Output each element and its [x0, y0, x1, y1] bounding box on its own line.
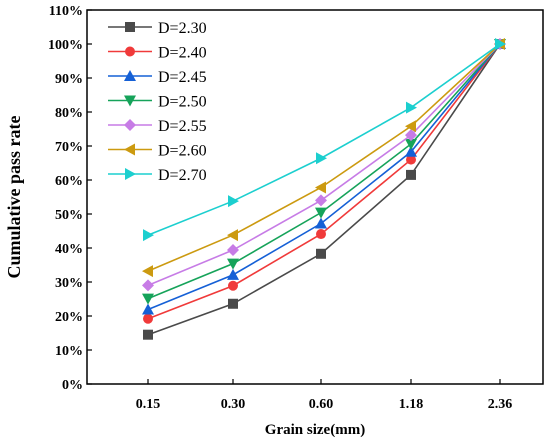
- y-tick-label: 50%: [55, 208, 83, 223]
- data-point: [406, 154, 416, 165]
- data-point: [143, 229, 154, 242]
- y-tick-label: 80%: [55, 106, 83, 121]
- data-point: [142, 293, 154, 305]
- legend-label: D=2.60: [158, 143, 207, 160]
- y-tick-label: 10%: [55, 344, 83, 359]
- legend-item: D=2.70: [108, 167, 207, 184]
- legend-marker: [125, 46, 135, 57]
- data-point: [495, 38, 506, 50]
- series-group: [142, 38, 506, 340]
- legend-label: D=2.45: [158, 69, 207, 86]
- x-tick-label: 0.60: [309, 397, 334, 412]
- data-point: [142, 265, 153, 278]
- legend-label: D=2.40: [158, 45, 207, 62]
- data-point: [142, 279, 154, 292]
- y-tick-label: 90%: [55, 72, 83, 87]
- legend-marker: [124, 143, 135, 156]
- legend-marker: [125, 168, 136, 180]
- plot-frame: [86, 9, 544, 385]
- x-tick-label: 1.18: [399, 397, 424, 412]
- data-point: [227, 268, 239, 280]
- legend-marker: [124, 119, 136, 131]
- data-point: [315, 181, 326, 194]
- data-point: [315, 217, 327, 229]
- legend-item: D=2.45: [108, 69, 207, 86]
- data-point: [228, 280, 238, 291]
- data-point: [405, 145, 417, 157]
- data-point: [316, 229, 326, 240]
- data-point: [406, 101, 417, 114]
- x-axis: 0.15 0.30 0.60 1.18 2.36: [136, 379, 513, 412]
- data-point: [228, 298, 238, 309]
- legend-marker: [125, 22, 135, 32]
- data-point: [405, 138, 417, 150]
- y-axis-title: Cumulative pass rate: [4, 115, 24, 278]
- series-d-2-70: [143, 38, 506, 242]
- data-point: [142, 303, 154, 315]
- data-point: [315, 194, 327, 207]
- y-tick-label: 100%: [48, 38, 83, 53]
- legend-item: D=2.40: [108, 45, 207, 62]
- x-tick-label: 0.15: [136, 397, 161, 412]
- y-axis: 0% 10% 20% 30% 40% 50% 60% 70% 80% 90% 100% 110%: [48, 4, 92, 393]
- legend-label: D=2.70: [158, 167, 207, 184]
- x-tick-label: 0.30: [221, 397, 246, 412]
- legend: D=2.30 D=2.40 D=2.45 D=2.50 D=2.55 D=2.60 D=2.…: [108, 20, 207, 184]
- data-point: [227, 258, 239, 270]
- legend-item: D=2.60: [108, 143, 207, 160]
- y-tick-label: 60%: [55, 174, 83, 189]
- legend-marker: [124, 95, 136, 107]
- legend-label: D=2.30: [158, 20, 207, 37]
- y-tick-label: 110%: [49, 4, 83, 19]
- legend-item: D=2.30: [108, 20, 207, 37]
- legend-marker: [124, 70, 136, 81]
- data-point: [227, 244, 239, 257]
- x-tick-label: 2.36: [488, 397, 513, 412]
- data-point: [143, 329, 153, 340]
- y-tick-label: 70%: [55, 140, 83, 155]
- data-point: [227, 229, 238, 242]
- data-point: [316, 152, 327, 165]
- data-point: [228, 195, 239, 208]
- legend-item: D=2.50: [108, 94, 207, 111]
- x-axis-title: Grain size(mm): [265, 422, 365, 438]
- legend-label: D=2.50: [158, 94, 207, 111]
- data-point: [405, 120, 416, 133]
- data-point: [316, 248, 326, 259]
- y-tick-label: 30%: [55, 276, 83, 291]
- y-tick-label: 0%: [62, 378, 83, 393]
- data-point: [143, 313, 153, 324]
- legend-item: D=2.55: [108, 118, 207, 135]
- y-tick-label: 20%: [55, 310, 83, 325]
- legend-label: D=2.55: [158, 118, 207, 135]
- data-point: [406, 169, 416, 180]
- series-d-2-50: [142, 39, 506, 305]
- series-d-2-45: [142, 38, 506, 315]
- data-point: [405, 129, 417, 142]
- data-point: [315, 207, 327, 219]
- y-tick-label: 40%: [55, 242, 83, 257]
